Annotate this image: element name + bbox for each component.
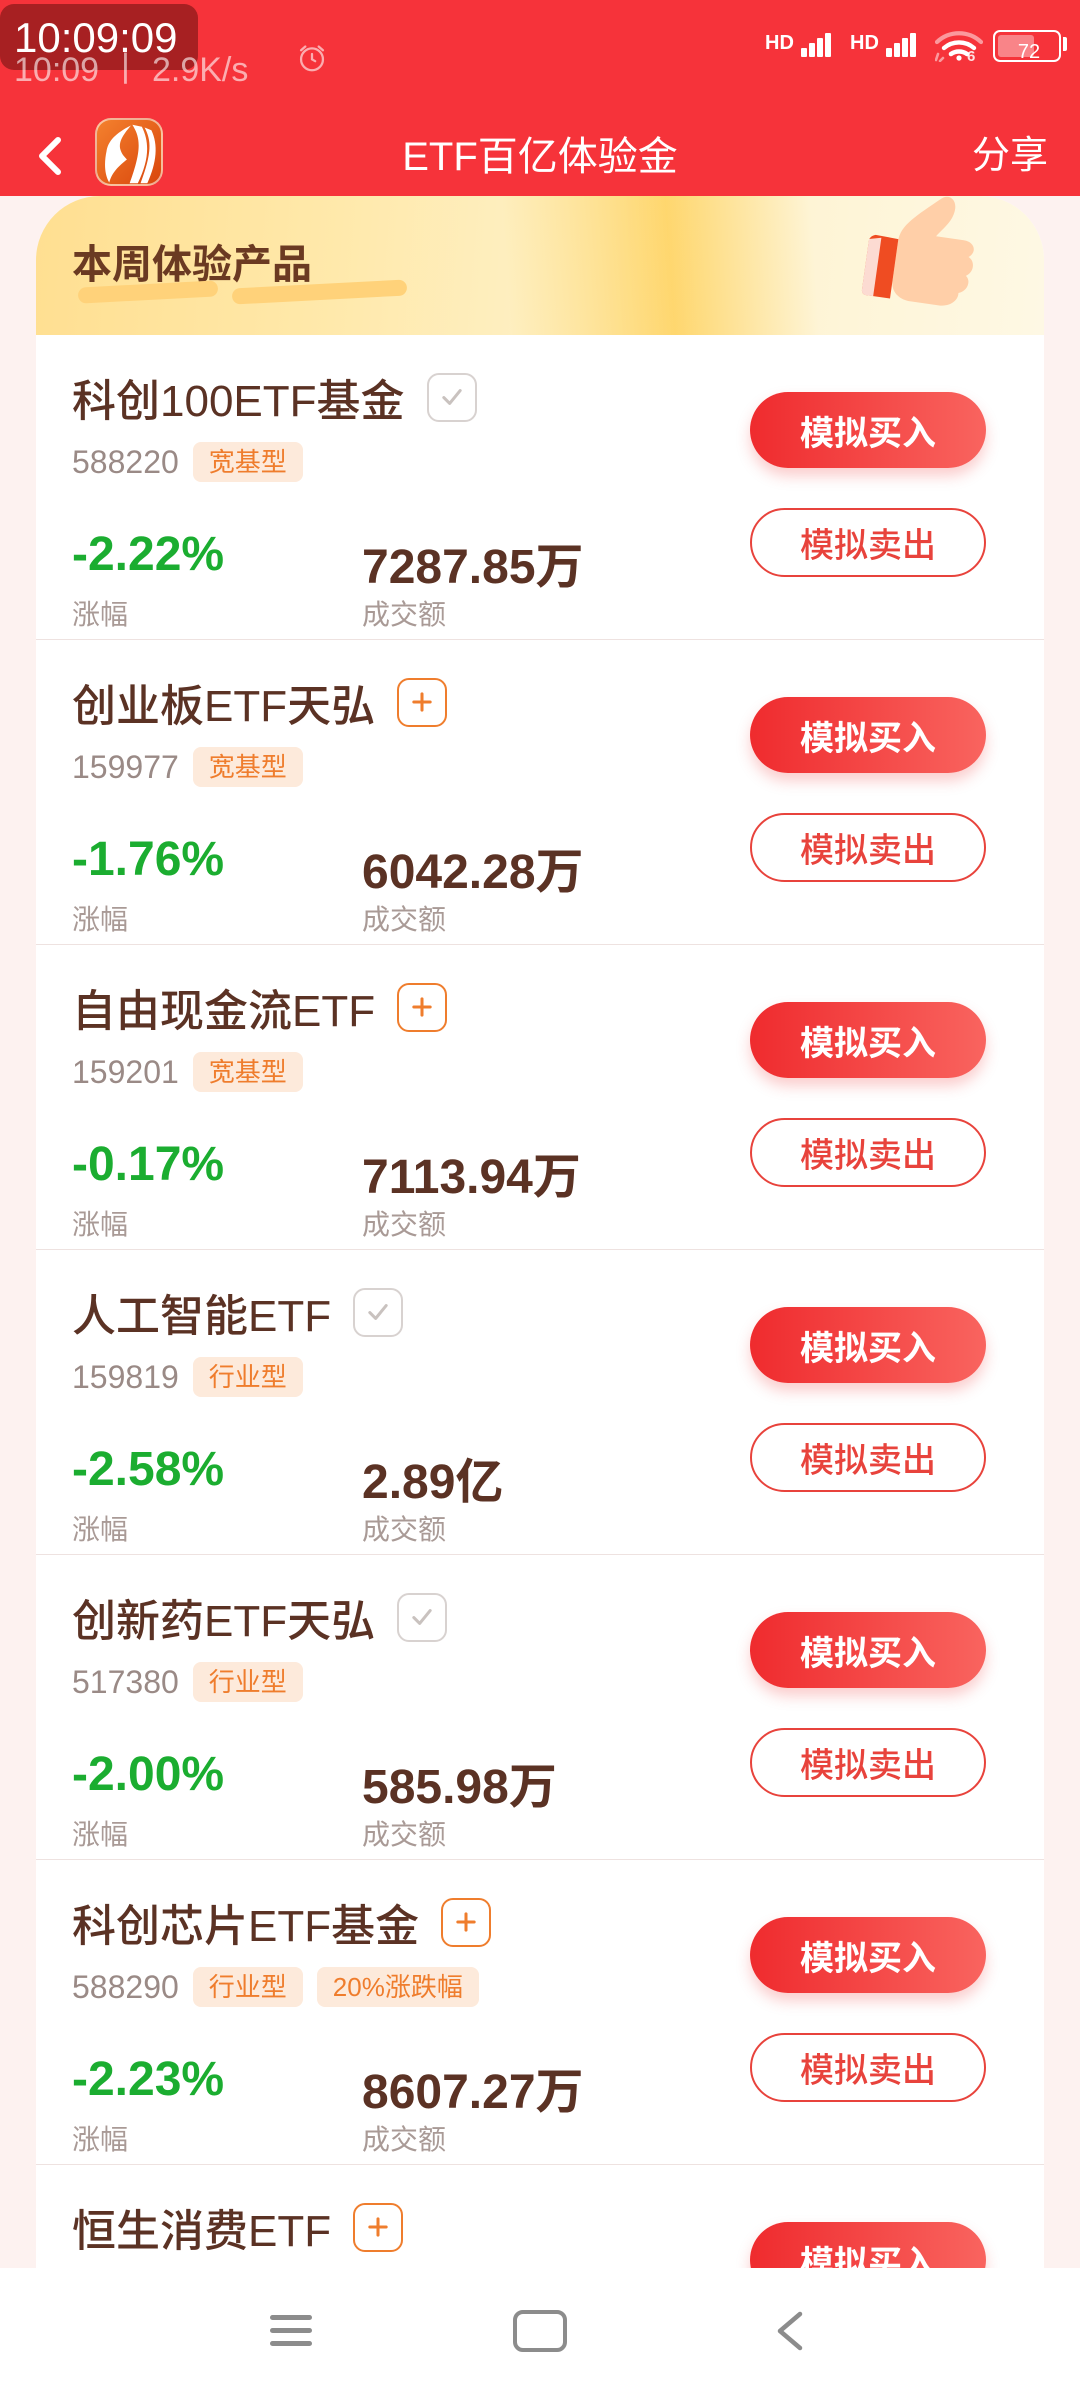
svg-text:6: 6 bbox=[967, 48, 975, 62]
svg-text:HD: HD bbox=[765, 32, 794, 54]
svg-text:HD: HD bbox=[850, 32, 879, 54]
